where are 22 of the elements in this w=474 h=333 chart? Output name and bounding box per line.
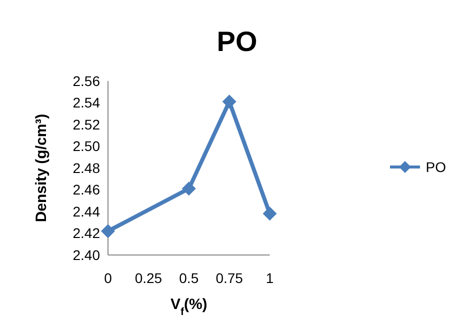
legend-label: PO [426, 158, 446, 174]
y-tick-label: 2.46 [72, 182, 100, 198]
x-tick-label: 0.75 [216, 270, 244, 286]
x-tick-label: 0.25 [134, 270, 162, 286]
y-tick-label: 2.54 [72, 94, 100, 111]
y-tick-label: 2.52 [72, 116, 100, 132]
x-tick-label: 1 [266, 270, 274, 286]
point [222, 94, 236, 109]
y-tick-label: 2.56 [72, 72, 100, 89]
x-tick-label: 0.5 [179, 270, 199, 286]
y-tick-label: 2.50 [72, 138, 100, 154]
point [101, 224, 115, 238]
point [262, 206, 277, 221]
y-axis-title: Density (g/cm³) [33, 114, 50, 222]
point [182, 182, 196, 196]
chart-title: PO [216, 26, 258, 58]
x-axis-title: V$_{f}$(%) [170, 296, 208, 318]
y-tick-label: 2.48 [72, 160, 100, 176]
y-tick-label: 2.40 [72, 246, 100, 263]
x-tick-label: 0 [104, 270, 112, 286]
y-tick-label: 2.42 [72, 225, 100, 242]
y-tick-label: 2.44 [72, 203, 100, 220]
